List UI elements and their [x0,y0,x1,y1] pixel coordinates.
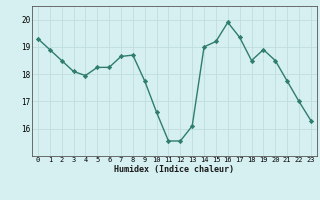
X-axis label: Humidex (Indice chaleur): Humidex (Indice chaleur) [115,165,234,174]
